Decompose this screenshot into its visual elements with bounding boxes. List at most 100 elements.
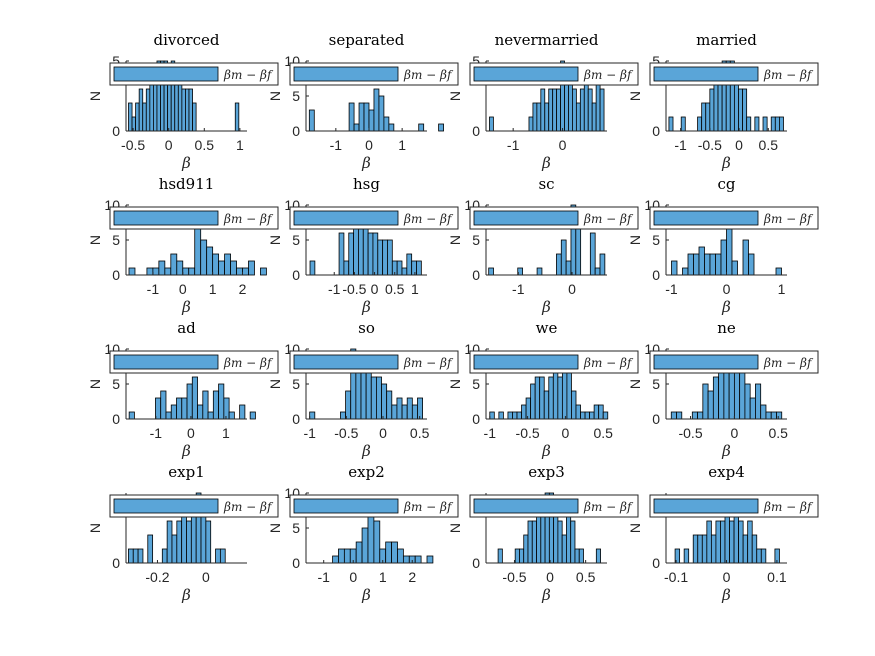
y-axis-label: N bbox=[267, 523, 283, 533]
histogram-bar bbox=[249, 411, 256, 420]
x-tick-label: -1 bbox=[512, 281, 525, 297]
x-tick-label: 1 bbox=[209, 281, 217, 297]
histogram-bar bbox=[387, 239, 393, 276]
x-tick-label: 1 bbox=[379, 569, 387, 585]
y-axis-label: N bbox=[87, 379, 103, 389]
x-tick-label: 0 bbox=[379, 425, 387, 441]
y-axis-label: N bbox=[267, 379, 283, 389]
histogram-bar bbox=[687, 253, 694, 276]
histogram-bar bbox=[738, 88, 743, 132]
y-tick-label: 0 bbox=[652, 123, 660, 139]
x-tick-label: 0 bbox=[165, 137, 173, 153]
x-tick-label: -0.5 bbox=[121, 137, 145, 153]
histogram-bar bbox=[556, 253, 562, 276]
x-axis-label: β bbox=[361, 442, 371, 460]
y-tick-label: 5 bbox=[472, 53, 480, 69]
histogram-bar bbox=[540, 88, 546, 132]
histogram-bar bbox=[363, 102, 370, 132]
histogram-bar bbox=[381, 383, 388, 420]
histogram-bar bbox=[532, 102, 538, 132]
y-axis-label: N bbox=[447, 235, 463, 245]
histogram-bar bbox=[373, 520, 381, 564]
histogram-bar bbox=[386, 390, 393, 420]
y-tick-label: 5 bbox=[292, 232, 300, 248]
histogram-bar bbox=[744, 383, 751, 420]
y-tick-label: 0 bbox=[292, 123, 300, 139]
histogram-bar bbox=[176, 397, 183, 420]
histogram-bar bbox=[128, 102, 133, 132]
legend-label: βm − βf bbox=[403, 500, 454, 514]
legend-label: βm − βf bbox=[223, 68, 274, 82]
legend-swatch bbox=[113, 66, 219, 82]
histogram-bar bbox=[181, 397, 188, 420]
x-tick-label: 1 bbox=[236, 137, 244, 153]
histogram-bar bbox=[519, 548, 525, 564]
histogram-bar bbox=[388, 123, 395, 132]
y-tick-label: 5 bbox=[292, 376, 300, 392]
x-tick-label: 0.5 bbox=[195, 137, 215, 153]
legend-swatch bbox=[113, 354, 219, 370]
x-tick-label: 1 bbox=[411, 281, 419, 297]
y-axis-label: N bbox=[87, 235, 103, 245]
x-tick-label: 0 bbox=[371, 281, 379, 297]
y-axis-label: N bbox=[627, 523, 643, 533]
histogram-bar bbox=[536, 102, 542, 132]
histogram-bar bbox=[308, 109, 315, 132]
histogram-bar bbox=[566, 369, 572, 420]
histogram-bar bbox=[707, 390, 714, 420]
histogram-bar bbox=[218, 383, 225, 420]
subplot-title: separated bbox=[329, 31, 405, 49]
y-axis-label: N bbox=[627, 91, 643, 101]
x-tick-label: -1 bbox=[147, 281, 160, 297]
histogram-bar bbox=[676, 411, 683, 420]
histogram-bar bbox=[355, 541, 363, 564]
x-axis-label: β bbox=[721, 298, 731, 316]
x-tick-label: 0 bbox=[730, 425, 738, 441]
histogram-bar bbox=[343, 548, 351, 564]
histogram-bar bbox=[779, 116, 784, 132]
legend-label: βm − βf bbox=[763, 212, 814, 226]
histogram-bar bbox=[186, 520, 192, 564]
x-tick-label: 0 bbox=[735, 137, 743, 153]
legend-swatch bbox=[293, 498, 399, 514]
histogram-bar bbox=[161, 548, 168, 564]
x-tick-label: -1 bbox=[665, 281, 678, 297]
x-tick-label: 0.5 bbox=[593, 425, 613, 441]
x-tick-label: 0 bbox=[365, 137, 373, 153]
histogram-bar bbox=[587, 88, 593, 132]
histogram-bar bbox=[391, 541, 398, 564]
legend-swatch bbox=[293, 66, 399, 82]
legend-label: βm − βf bbox=[583, 68, 634, 82]
histogram-bar bbox=[358, 102, 365, 132]
histogram-bar bbox=[514, 548, 520, 564]
x-tick-label: 0 bbox=[568, 281, 576, 297]
histogram-bar bbox=[345, 390, 352, 420]
histogram-bar bbox=[128, 267, 136, 276]
histogram-bar bbox=[165, 411, 172, 420]
histogram-bar bbox=[223, 397, 230, 420]
histogram-bar bbox=[137, 548, 144, 564]
histogram-bar bbox=[539, 376, 545, 420]
histogram-bar bbox=[589, 411, 595, 420]
x-tick-label: -1 bbox=[330, 137, 343, 153]
subplot-title: exp3 bbox=[528, 463, 564, 481]
histogram-bar bbox=[776, 411, 783, 420]
y-tick-label: 5 bbox=[472, 376, 480, 392]
histogram-bar bbox=[691, 411, 698, 420]
x-tick-label: -1 bbox=[674, 137, 687, 153]
histogram-bar bbox=[248, 260, 255, 276]
histogram-bar bbox=[145, 88, 151, 132]
legend-label: βm − βf bbox=[763, 68, 814, 82]
x-tick-label: 0 bbox=[723, 569, 731, 585]
y-tick-label: 5 bbox=[472, 232, 480, 248]
histogram-bar bbox=[212, 390, 219, 420]
y-tick-label: 5 bbox=[292, 88, 300, 104]
y-tick-label: 5 bbox=[292, 520, 300, 536]
subplot-title: cg bbox=[717, 175, 735, 193]
x-tick-label: -0.5 bbox=[334, 425, 358, 441]
